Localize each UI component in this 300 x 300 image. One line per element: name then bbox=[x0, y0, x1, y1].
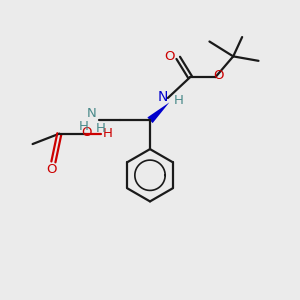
Text: O: O bbox=[81, 126, 92, 139]
Text: H: H bbox=[174, 94, 184, 107]
Text: N: N bbox=[157, 89, 168, 103]
Polygon shape bbox=[147, 102, 169, 123]
Text: O: O bbox=[47, 163, 57, 176]
Text: H: H bbox=[103, 127, 112, 140]
Text: H: H bbox=[79, 120, 89, 133]
Text: O: O bbox=[165, 50, 175, 63]
Text: N: N bbox=[87, 107, 97, 120]
Text: H: H bbox=[96, 122, 106, 135]
Text: O: O bbox=[214, 69, 224, 82]
